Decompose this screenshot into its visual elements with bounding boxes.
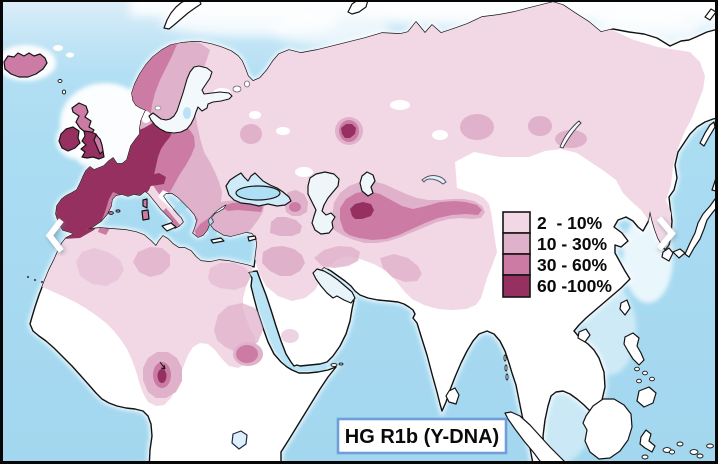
svg-text:HG R1b (Y-DNA): HG R1b (Y-DNA) — [345, 426, 499, 448]
svg-text:2 - 10%: 2 - 10% — [537, 213, 603, 233]
svg-text:60 -100%: 60 -100% — [537, 276, 612, 296]
svg-text:30 - 60%: 30 - 60% — [537, 255, 607, 275]
svg-text:10 - 30%: 10 - 30% — [537, 234, 607, 254]
